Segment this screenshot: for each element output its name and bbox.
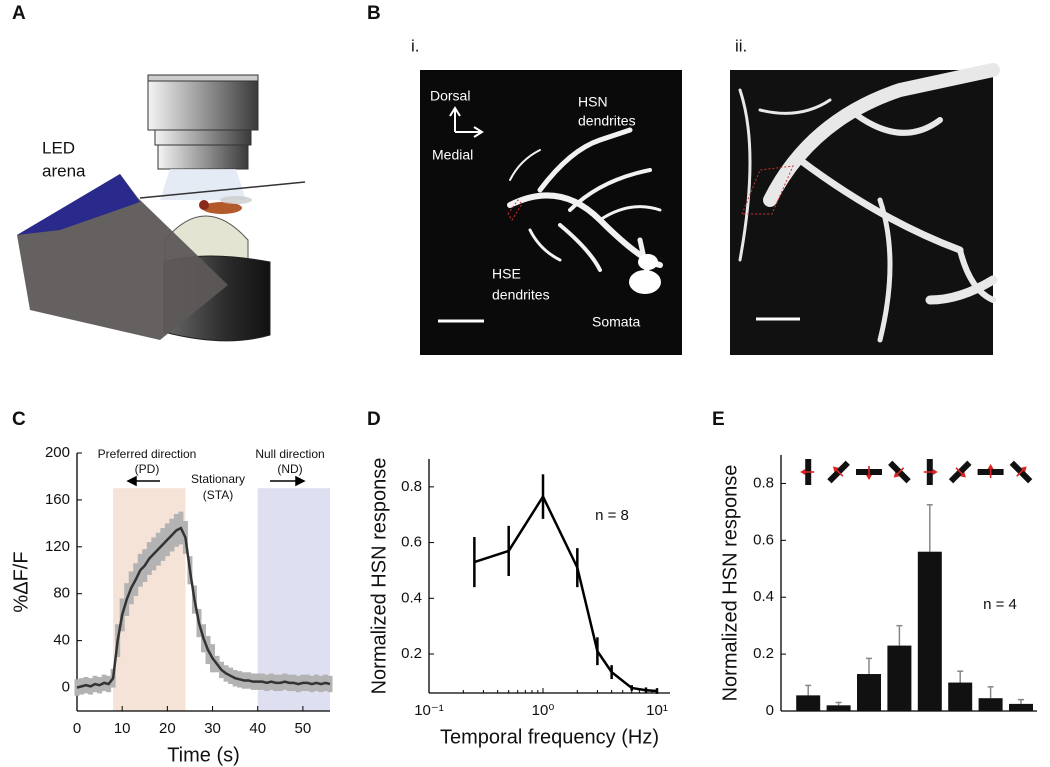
annotation: (ND) xyxy=(277,462,302,476)
panel-label: B xyxy=(367,3,381,24)
panel-label: D xyxy=(367,409,381,430)
data-line xyxy=(76,526,331,689)
chart: 0 40 80 120 160 200 0 10 20 30 40 50 Time (s) %ΔF/F Pr… xyxy=(10,444,333,766)
y-axis-title: %ΔF/F xyxy=(10,551,32,612)
annotation: n = 4 xyxy=(983,596,1017,613)
panel-label: C xyxy=(12,409,26,430)
icon-arrow-head xyxy=(866,475,872,480)
stimulus-icon xyxy=(888,460,911,484)
bar xyxy=(948,682,973,711)
icon-arrow-head xyxy=(932,469,938,475)
x-axis-title: Temporal frequency (Hz) xyxy=(440,726,659,748)
x-tick-label: 30 xyxy=(204,720,221,737)
y-axis-title: Normalized HSN response xyxy=(719,465,741,702)
y-tick-label: 0.2 xyxy=(401,645,422,662)
sub-label: i. xyxy=(411,36,420,55)
bar xyxy=(826,705,851,711)
stimulus-icon xyxy=(827,460,850,484)
x-tick-label: 40 xyxy=(249,720,266,737)
image-label: dendrites xyxy=(578,113,636,129)
y-tick-label: 0 xyxy=(766,702,774,719)
x-tick-label: 10⁻¹ xyxy=(414,702,444,719)
icon-arrow xyxy=(987,464,994,478)
stimulus-icon xyxy=(923,459,938,485)
annotation: n = 8 xyxy=(595,507,629,524)
x-axis-title: Time (s) xyxy=(167,744,240,766)
icon-arrow xyxy=(800,469,815,475)
annotation: Preferred direction xyxy=(98,447,197,461)
y-tick-label: 0 xyxy=(62,679,70,696)
x-tick-label: 10⁰ xyxy=(532,702,555,719)
x-tick-label: 10¹ xyxy=(646,702,668,719)
y-tick-label: 40 xyxy=(53,632,70,649)
y-tick-label: 80 xyxy=(53,585,70,602)
arena-label: arena xyxy=(42,161,86,180)
icon-arrow-head xyxy=(832,466,839,472)
annotation: Null direction xyxy=(255,447,324,461)
bar xyxy=(917,551,942,711)
y-tick-label: 0.8 xyxy=(753,474,774,491)
chart: 0.2 0.4 0.6 0.8 10⁻¹ 10⁰ 10¹ Temporal frequency… xyxy=(368,458,670,748)
annotation: Stationary xyxy=(191,472,245,486)
bar xyxy=(1009,703,1033,711)
icon-arrow-head xyxy=(800,469,806,475)
microscopy-image xyxy=(420,63,1000,355)
x-tick-label: 0 xyxy=(73,720,81,737)
y-tick-label: 0.4 xyxy=(401,589,422,606)
x-tick-label: 50 xyxy=(295,720,312,737)
image-label: HSE xyxy=(492,266,521,282)
y-tick-label: 0.6 xyxy=(401,534,422,551)
stimulus-icon xyxy=(856,466,882,480)
icon-arrow xyxy=(832,466,844,477)
image-label: HSN xyxy=(578,94,608,110)
stimulus-icon xyxy=(800,459,815,485)
y-tick-label: 0.8 xyxy=(401,478,422,495)
bar xyxy=(887,645,912,711)
data-line xyxy=(473,494,658,693)
bar xyxy=(857,674,881,711)
stimulus-icon xyxy=(977,464,1004,478)
icon-arrow xyxy=(955,467,966,478)
y-tick-label: 160 xyxy=(45,491,70,508)
x-tick-label: 20 xyxy=(159,720,176,737)
direction-arrows xyxy=(126,475,306,487)
panel-label: E xyxy=(712,409,725,430)
annotation: (PD) xyxy=(135,462,160,476)
annotation: (STA) xyxy=(203,488,233,502)
icon-arrow-head xyxy=(893,472,900,478)
sub-label: ii. xyxy=(735,36,747,55)
bar xyxy=(796,695,821,711)
icon-arrow-head xyxy=(1021,466,1027,472)
icon-arrow xyxy=(866,466,872,480)
stimulus-icon xyxy=(1009,460,1033,484)
y-axis-title: Normalized HSN response xyxy=(368,458,390,695)
image-label: Somata xyxy=(592,314,640,330)
y-tick-label: 0.4 xyxy=(753,588,774,605)
y-tick-label: 0.6 xyxy=(753,531,774,548)
y-tick-label: 120 xyxy=(45,538,70,555)
stimulus-icon xyxy=(948,460,972,484)
y-tick-label: 0.2 xyxy=(753,645,774,662)
image-label: dendrites xyxy=(492,287,550,303)
image-label: Medial xyxy=(432,147,473,163)
arena-label: LED xyxy=(42,138,75,157)
icon-arrow-head xyxy=(987,464,994,469)
icon-arrow xyxy=(1016,466,1027,477)
image-label: Dorsal xyxy=(430,88,470,104)
icon-arrow xyxy=(923,469,938,475)
x-tick-label: 10 xyxy=(114,720,131,737)
setup-illustration xyxy=(17,74,306,342)
y-tick-label: 200 xyxy=(45,444,70,461)
bar xyxy=(978,698,1003,711)
icon-arrow xyxy=(893,467,905,478)
panel-label: A xyxy=(12,3,26,24)
chart: 0 0.2 0.4 0.6 0.8 Normalized HSN response n = … xyxy=(719,455,1037,719)
icon-arrow-head xyxy=(960,472,966,478)
